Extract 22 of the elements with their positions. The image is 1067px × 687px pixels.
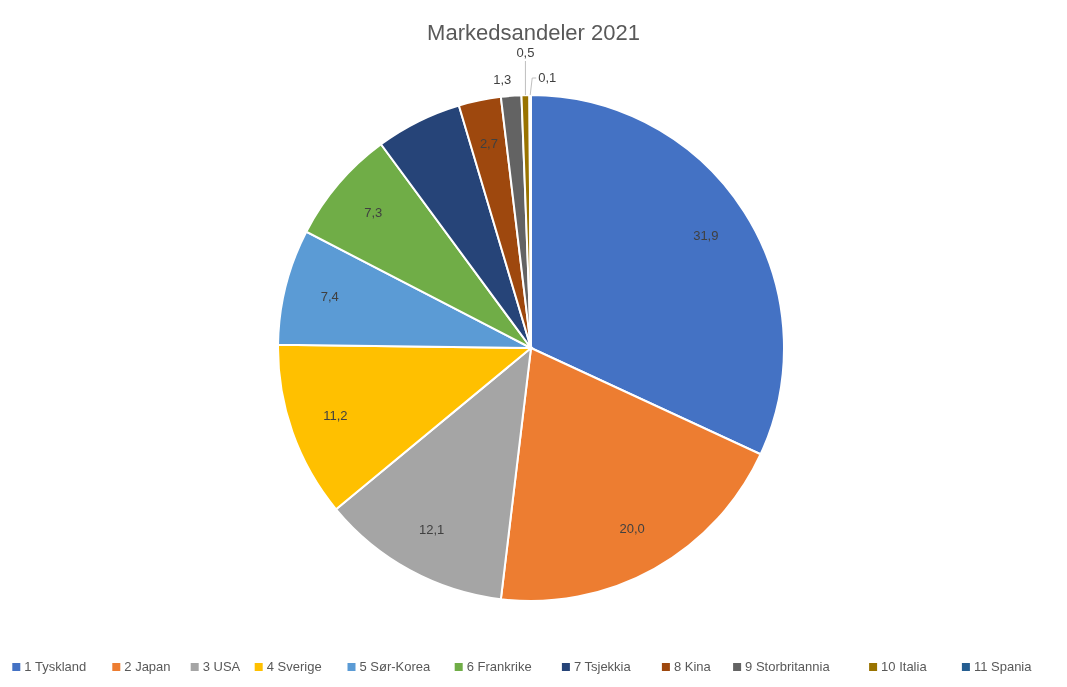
legend-label: 10 Italia xyxy=(881,659,928,674)
legend-label: 7 Tsjekkia xyxy=(573,659,632,674)
data-label: 7,4 xyxy=(320,289,339,305)
legend-label: 9 Storbritannia xyxy=(745,659,831,674)
data-label: 31,9 xyxy=(693,227,719,243)
legend-label: 5 Sør-Korea xyxy=(359,659,432,674)
chart-title: Markedsandeler 2021 xyxy=(427,20,640,45)
data-label: 12,1 xyxy=(418,521,445,537)
legend-label: 1 Tyskland xyxy=(24,659,87,674)
data-label: 20,0 xyxy=(619,520,645,536)
legend-label: 6 Frankrike xyxy=(466,659,532,674)
legend-label: 3 USA xyxy=(202,659,241,674)
data-label: 1,3 xyxy=(493,71,512,87)
data-label: 0,5 xyxy=(516,45,535,60)
legend-label: 11 Spania xyxy=(973,659,1033,674)
data-label: 11,2 xyxy=(323,408,348,424)
data-label: 2,7 xyxy=(479,136,498,152)
data-label: 0,1 xyxy=(538,70,557,85)
data-label: 7,3 xyxy=(364,204,383,220)
legend-label: 2 Japan xyxy=(124,659,171,674)
legend-label: 8 Kina xyxy=(673,659,712,674)
legend-label: 4 Sverige xyxy=(266,659,322,674)
